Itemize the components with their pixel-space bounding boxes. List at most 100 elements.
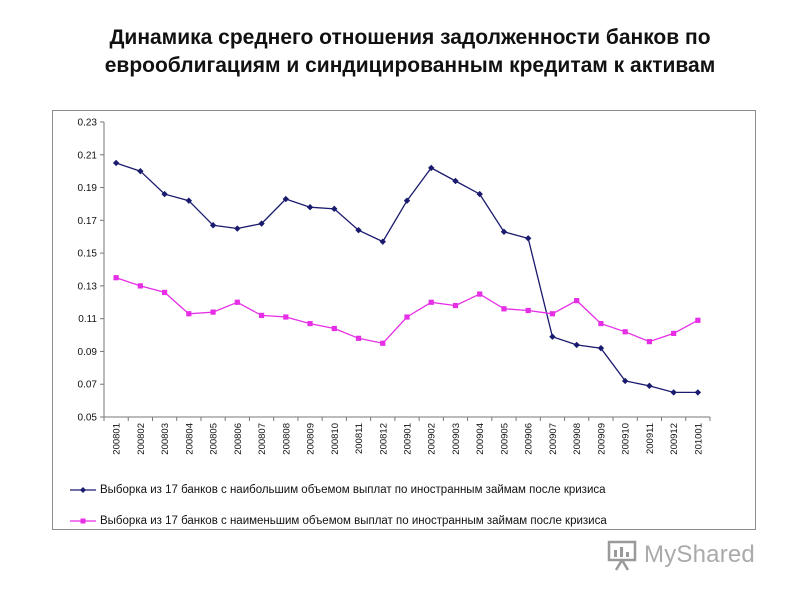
x-tick-label: 200901 [403, 423, 414, 455]
series-2-point [501, 306, 507, 312]
chart-title-line1: Динамика среднего отношения задолженност… [109, 26, 711, 49]
series-2-point [598, 320, 604, 327]
series-2-point [283, 314, 289, 320]
series-1-point [646, 382, 653, 390]
series-1-point [670, 389, 677, 396]
y-tick-label: 0.13 [78, 281, 98, 292]
y-tick-label: 0.09 [78, 347, 98, 358]
chart-title: Динамика среднего отношения задолженност… [40, 24, 780, 80]
series-1-point [597, 344, 605, 352]
series-1-point [306, 204, 314, 211]
series-1-point [209, 222, 217, 229]
series-1-point [476, 190, 483, 198]
x-tick-label: 200803 [160, 423, 171, 455]
series-2-point [622, 329, 628, 335]
x-tick-label: 200912 [669, 423, 680, 455]
series-1-point [258, 220, 265, 227]
y-tick-label: 0.17 [78, 216, 98, 227]
series-1-point [185, 197, 193, 204]
series-2-point [646, 339, 652, 345]
series-2-point [695, 317, 701, 323]
x-tick-label: 200801 [112, 423, 123, 455]
x-tick-label: 200905 [499, 423, 510, 455]
series-1-point [525, 235, 532, 242]
x-tick-label: 200812 [378, 423, 389, 455]
x-tick-label: 200904 [475, 423, 486, 455]
series-1-point [573, 341, 580, 349]
series-2-point [380, 340, 386, 346]
legend-marker-series-2 [70, 518, 96, 524]
series-1-point [137, 167, 144, 175]
x-tick-label: 200907 [548, 423, 559, 455]
legend-marker-series-1 [70, 487, 96, 493]
y-tick-label: 0.23 [78, 118, 98, 129]
y-tick-label: 0.11 [78, 314, 97, 325]
series-1-point [694, 389, 702, 396]
series-2-point [137, 283, 143, 289]
x-tick-label: 200911 [645, 423, 656, 454]
series-2-point [162, 289, 168, 296]
x-tick-label: 200805 [209, 423, 220, 455]
series-2-point [210, 309, 216, 315]
series-1-point [549, 333, 556, 340]
x-tick-label: 200908 [572, 423, 583, 455]
series-2-point [477, 291, 483, 297]
watermark-text: MyShared [644, 541, 755, 568]
x-tick-label: 200906 [524, 423, 535, 455]
series-2-point [331, 325, 337, 332]
legend-label-series-2: Выборка из 17 банков с наименьшим объемо… [100, 515, 607, 527]
series-1-point [452, 177, 459, 185]
x-tick-label: 200909 [596, 423, 607, 455]
series-1-point [234, 225, 241, 232]
x-tick-label: 200807 [257, 423, 268, 455]
series-1-point [112, 159, 120, 167]
legend-item-series-2: Выборка из 17 банков с наименьшим объемо… [70, 511, 607, 531]
x-tick-label: 200902 [427, 423, 438, 455]
x-tick-label: 200903 [451, 423, 462, 455]
x-tick-label: 200808 [281, 423, 292, 455]
chart-legend: Выборка из 17 банков с наибольшим объемо… [70, 480, 607, 542]
watermark: MyShared [606, 538, 755, 572]
series-1-point [403, 197, 411, 204]
legend-label-series-1: Выборка из 17 банков с наибольшим объемо… [100, 484, 606, 496]
y-tick-label: 0.19 [78, 183, 98, 194]
legend-item-series-1: Выборка из 17 банков с наибольшим объемо… [70, 480, 607, 500]
series-1-point [379, 238, 386, 245]
series-2-point [307, 320, 313, 327]
y-tick-label: 0.15 [78, 249, 98, 260]
presentation-board-icon [607, 540, 637, 571]
series-1-point [282, 195, 289, 203]
series-1-point [161, 190, 168, 198]
series-2-point [525, 307, 531, 314]
x-tick-label: 200910 [621, 423, 632, 455]
series-1-point [500, 228, 508, 236]
series-2-point [671, 330, 677, 337]
series-2-point [574, 298, 580, 304]
series-2-point [355, 335, 362, 341]
chart-title-line2: еврооблигациям и синдицированным кредита… [104, 54, 716, 77]
series-1-point [355, 226, 362, 234]
series-2-point [452, 302, 459, 309]
series-1-point [428, 164, 435, 172]
x-tick-label: 200802 [136, 423, 147, 455]
y-tick-label: 0.21 [78, 150, 98, 161]
series-2-point [428, 299, 434, 305]
series-2-point [549, 311, 556, 317]
series-2-point [404, 314, 410, 320]
x-tick-label: 200811 [354, 423, 365, 454]
x-tick-label: 200810 [330, 423, 341, 455]
series-2-point [113, 275, 119, 281]
series-1-point [621, 377, 629, 385]
series-2-point [186, 311, 192, 317]
y-tick-label: 0.05 [78, 413, 98, 424]
series-2-point [234, 299, 240, 305]
x-tick-label: 200806 [233, 423, 244, 455]
y-tick-label: 0.07 [78, 380, 98, 391]
x-tick-label: 200809 [306, 423, 317, 455]
series-1-line [115, 162, 698, 394]
x-tick-label: 201001 [693, 423, 704, 455]
series-2-point [258, 312, 265, 318]
series-1-point [331, 205, 338, 213]
x-tick-label: 200804 [184, 423, 195, 455]
